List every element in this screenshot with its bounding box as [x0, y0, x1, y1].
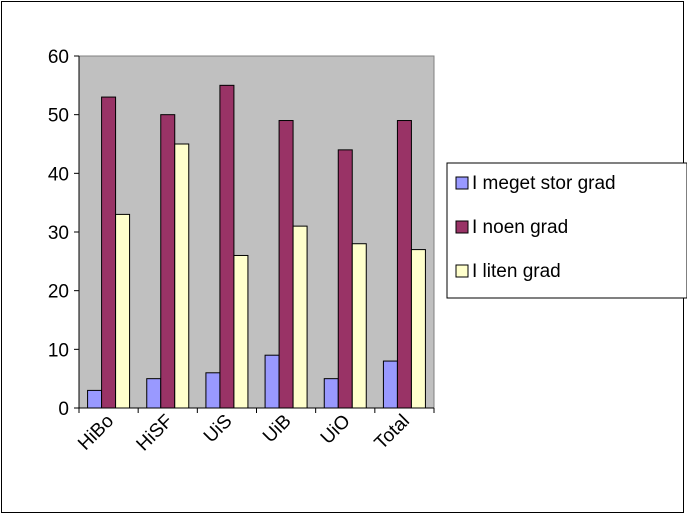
plot-area — [78, 55, 435, 409]
bar-uio-series-2 — [337, 149, 353, 409]
y-tick-label: 30 — [48, 223, 69, 244]
legend-swatch — [455, 264, 469, 278]
bar-uio-series-1 — [323, 378, 339, 409]
y-tick-label: 0 — [58, 399, 69, 420]
y-tick-label: 50 — [48, 106, 69, 127]
y-tick-label: 60 — [48, 47, 69, 68]
bar-hibo-series-3 — [115, 213, 131, 409]
bar-uib-series-3 — [292, 225, 308, 409]
y-tick-label: 40 — [48, 164, 69, 185]
bar-hisf-series-2 — [160, 114, 176, 409]
bar-uio-series-3 — [351, 243, 367, 409]
legend: I meget stor grad I noen grad I liten grad — [446, 162, 687, 299]
legend-swatch — [455, 220, 469, 234]
legend-label: I meget stor grad — [472, 173, 616, 194]
legend-swatch — [455, 176, 469, 190]
bar-total-series-1 — [382, 360, 398, 409]
x-tick-label: Total — [371, 411, 414, 454]
legend-label: I noen grad — [472, 217, 568, 238]
bar-hibo-series-2 — [101, 96, 117, 409]
bar-uis-series-1 — [205, 372, 221, 409]
bar-hisf-series-1 — [146, 378, 162, 409]
bar-uis-series-3 — [233, 254, 249, 409]
x-tick-label: UiB — [259, 411, 296, 448]
x-tick-label: UiS — [200, 411, 237, 448]
bar-uis-series-2 — [219, 84, 235, 409]
bar-total-series-3 — [410, 249, 426, 409]
x-tick-label: HiSF — [133, 411, 178, 456]
x-tick-label: UiO — [317, 411, 355, 449]
legend-label: I liten grad — [472, 261, 561, 282]
bar-uib-series-1 — [264, 354, 280, 409]
y-tick-label: 20 — [48, 282, 69, 303]
y-tick-label: 10 — [48, 340, 69, 361]
bar-uib-series-2 — [278, 120, 294, 409]
legend-box — [446, 162, 687, 299]
bar-hibo-series-1 — [87, 389, 103, 409]
bar-hisf-series-3 — [174, 143, 190, 409]
x-tick-label: HiBo — [74, 411, 118, 455]
bar-total-series-2 — [396, 120, 412, 409]
